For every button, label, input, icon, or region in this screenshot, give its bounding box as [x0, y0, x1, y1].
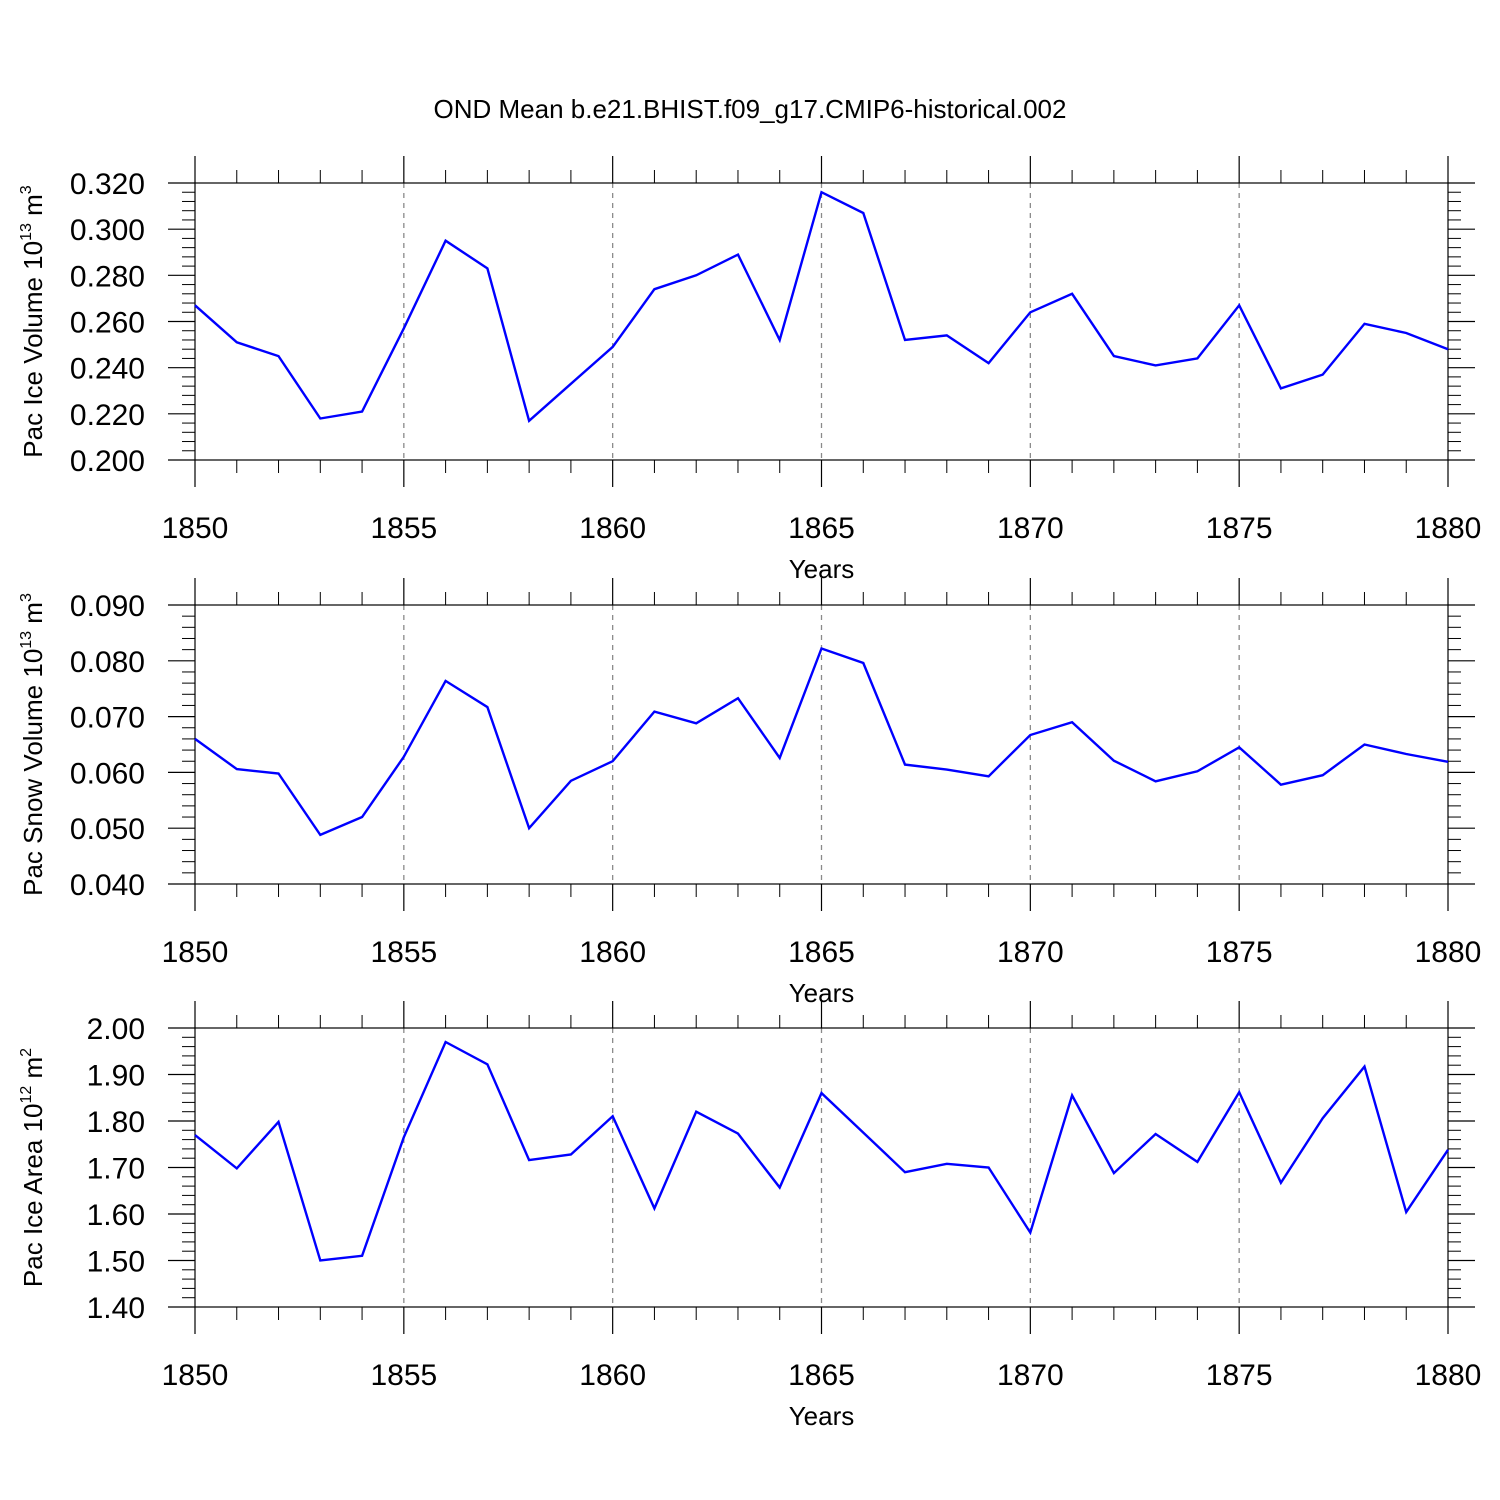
y-tick-label: 0.280 [70, 260, 145, 293]
y-tick-label: 0.320 [70, 168, 145, 201]
y-tick-label: 0.260 [70, 307, 145, 340]
y-tick-label: 1.90 [87, 1060, 145, 1093]
series-line [194, 1040, 1449, 1262]
x-tick-label: 1865 [788, 1359, 855, 1392]
y-tick-label: 0.300 [70, 214, 145, 247]
y-tick-label: 1.50 [87, 1246, 145, 1279]
y-tick-label: 2.00 [87, 1013, 145, 1046]
x-tick-label: 1880 [1415, 1359, 1482, 1392]
y-axis-label: Pac Ice Volume 1013 m3 [18, 185, 48, 458]
y-tick-label: 0.240 [70, 353, 145, 386]
panel-3: 1850 1855 1860 1865 1870 1875 1880 1.40 1.50 1.60… [18, 1001, 1481, 1431]
x-axis-label: Years [789, 1401, 855, 1431]
x-tick-label: 1855 [370, 1359, 437, 1392]
x-tick-label: 1855 [370, 936, 437, 969]
x-tick-label: 1850 [162, 512, 229, 545]
y-tick-label: 0.090 [70, 590, 145, 623]
panels: 1850 1855 1860 1865 1870 1875 1880 0.200 0.220 0.… [18, 156, 1481, 1431]
y-tick-label: 0.070 [70, 702, 145, 735]
y-tick-label: 0.060 [70, 757, 145, 790]
x-tick-label: 1850 [162, 1359, 229, 1392]
y-axis-label: Pac Snow Volume 1013 m3 [18, 593, 48, 896]
series-line [194, 646, 1449, 837]
x-tick-label: 1880 [1415, 512, 1482, 545]
x-tick-label: 1870 [997, 1359, 1064, 1392]
y-tick-label: 0.050 [70, 813, 145, 846]
x-tick-label: 1860 [579, 512, 646, 545]
y-tick-label: 0.200 [70, 445, 145, 478]
y-tick-label: 1.70 [87, 1153, 145, 1186]
series-line [194, 190, 1449, 423]
panel-1: 1850 1855 1860 1865 1870 1875 1880 0.200 0.220 0.… [18, 156, 1481, 584]
x-tick-label: 1860 [579, 1359, 646, 1392]
x-tick-label: 1875 [1206, 1359, 1273, 1392]
y-tick-label: 0.080 [70, 646, 145, 679]
y-tick-label: 1.60 [87, 1199, 145, 1232]
x-tick-label: 1860 [579, 936, 646, 969]
y-tick-label: 1.40 [87, 1292, 145, 1325]
x-tick-label: 1855 [370, 512, 437, 545]
y-tick-label: 0.040 [70, 869, 145, 902]
panel-2: 1850 1855 1860 1865 1870 1875 1880 0.040 0.050 0.… [18, 578, 1481, 1008]
x-tick-label: 1875 [1206, 936, 1273, 969]
x-tick-label: 1870 [997, 512, 1064, 545]
chart-title: OND Mean b.e21.BHIST.f09_g17.CMIP6-histo… [434, 94, 1067, 124]
x-tick-label: 1865 [788, 512, 855, 545]
x-tick-label: 1870 [997, 936, 1064, 969]
x-tick-label: 1865 [788, 936, 855, 969]
x-tick-label: 1850 [162, 936, 229, 969]
x-tick-label: 1875 [1206, 512, 1273, 545]
y-axis-label: Pac Ice Area 1012 m2 [18, 1048, 48, 1287]
x-tick-label: 1880 [1415, 936, 1482, 969]
y-tick-label: 1.80 [87, 1106, 145, 1139]
y-tick-label: 0.220 [70, 399, 145, 432]
